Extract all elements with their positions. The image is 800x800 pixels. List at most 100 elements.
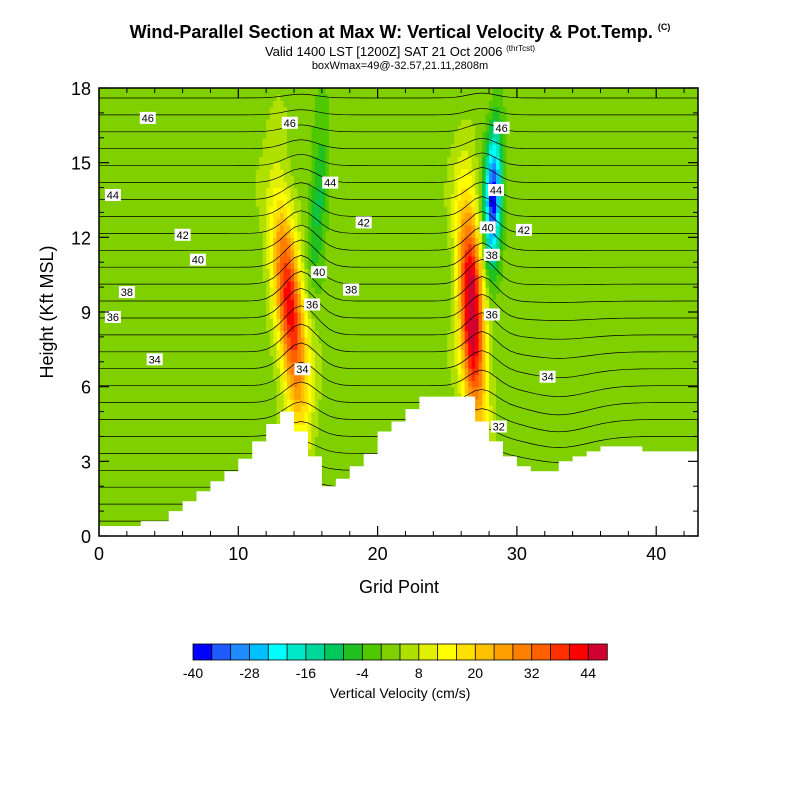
field-cell (99, 411, 104, 419)
field-cell (137, 448, 142, 456)
field-cell (335, 119, 340, 126)
field-cell (266, 268, 271, 276)
field-cell (304, 112, 309, 120)
field-cell (179, 88, 184, 95)
field-cell (105, 430, 111, 438)
field-cell (165, 461, 170, 469)
field-cell (175, 299, 180, 307)
field-cell (287, 137, 292, 145)
field-cell (199, 181, 205, 189)
field-cell (273, 324, 278, 332)
field-cell (105, 88, 111, 95)
field-cell (158, 187, 163, 195)
field-cell (105, 386, 111, 394)
field-cell (133, 106, 138, 114)
field-cell (168, 268, 173, 276)
field-cell (241, 181, 246, 189)
field-cell (227, 442, 232, 450)
field-cell (252, 305, 257, 313)
field-cell (203, 368, 208, 375)
field-cell (273, 125, 278, 133)
field-cell (224, 187, 229, 195)
field-cell (328, 336, 333, 344)
field-cell (102, 94, 107, 102)
field-cell (158, 492, 163, 500)
field-cell (172, 318, 177, 326)
field-cell (217, 231, 222, 238)
field-cell (133, 187, 138, 195)
field-cell (199, 374, 205, 382)
field-cell (206, 430, 212, 438)
field-cell (325, 237, 330, 245)
field-cell (238, 380, 243, 388)
field-cell (154, 256, 159, 263)
field-cell (220, 206, 225, 214)
field-cell (224, 206, 229, 214)
field-cell (158, 131, 163, 139)
field-cell (255, 324, 260, 332)
field-cell (328, 374, 333, 382)
field-cell (314, 200, 319, 207)
field-cell (175, 156, 180, 164)
field-cell (158, 480, 163, 487)
field-cell (311, 119, 316, 126)
field-cell (144, 156, 149, 164)
field-cell (109, 231, 114, 238)
field-cell (130, 112, 135, 120)
field-cell (255, 262, 260, 270)
field-cell (186, 424, 191, 431)
field-cell (290, 100, 295, 108)
field-cell (182, 305, 187, 313)
field-cell (168, 324, 173, 332)
field-cell (300, 318, 306, 326)
field-cell (126, 467, 131, 475)
field-cell (335, 100, 340, 108)
field-cell (241, 131, 246, 139)
field-cell (220, 343, 225, 350)
field-cell (245, 268, 250, 276)
field-cell (238, 262, 243, 270)
field-cell (105, 274, 111, 282)
field-cell (130, 274, 135, 282)
field-cell (294, 349, 299, 357)
field-cell (297, 168, 302, 176)
field-cell (328, 480, 333, 487)
field-cell (248, 162, 253, 170)
field-cell (273, 112, 278, 120)
field-cell (248, 100, 253, 108)
field-cell (307, 436, 313, 444)
field-cell (255, 386, 260, 394)
field-cell (276, 256, 281, 263)
field-cell (203, 361, 208, 369)
field-cell (238, 355, 243, 363)
field-cell (283, 156, 288, 164)
field-cell (287, 218, 292, 226)
field-cell (328, 473, 333, 481)
field-cell (196, 380, 201, 388)
field-cell (283, 293, 288, 301)
field-cell (179, 243, 184, 251)
field-cell (175, 355, 180, 363)
field-cell (241, 424, 246, 431)
field-cell (220, 100, 225, 108)
field-cell (266, 256, 271, 263)
field-cell (297, 424, 302, 431)
field-cell (165, 224, 170, 232)
field-cell (206, 112, 212, 120)
field-cell (255, 305, 260, 313)
field-cell (280, 206, 285, 214)
field-cell (213, 368, 218, 375)
field-cell (154, 430, 159, 438)
field-cell (154, 448, 159, 456)
field-cell (234, 131, 239, 139)
field-cell (311, 330, 316, 338)
field-cell (186, 131, 191, 139)
field-cell (255, 137, 260, 145)
field-cell (112, 274, 118, 282)
field-cell (273, 94, 278, 102)
field-cell (280, 336, 285, 344)
field-cell (287, 330, 292, 338)
field-cell (227, 448, 232, 456)
field-cell (140, 318, 145, 326)
field-cell (151, 318, 156, 326)
